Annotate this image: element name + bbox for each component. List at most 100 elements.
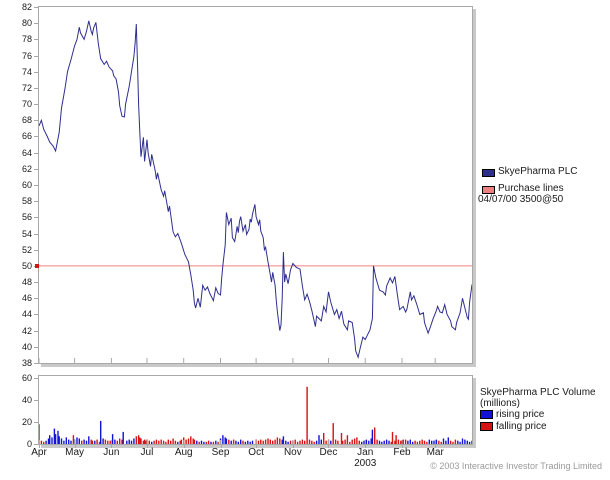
volume-bar (466, 440, 468, 444)
volume-bar (330, 440, 332, 444)
volume-bar (170, 440, 172, 444)
volume-bar (235, 440, 237, 444)
volume-bar (370, 438, 372, 444)
volume-bar (457, 440, 459, 444)
volume-bar (217, 441, 219, 444)
y-axis-tick (34, 120, 38, 122)
volume-bar (251, 440, 254, 444)
volume-bar (381, 441, 383, 444)
volume-bar (126, 440, 128, 444)
y-axis-tick-label: 80 (21, 18, 32, 29)
volume-bar (78, 438, 80, 444)
volume-bar (119, 438, 121, 444)
volume-bar (90, 439, 92, 444)
volume-bar (301, 439, 304, 444)
volume-bar (299, 440, 301, 444)
x-axis-tick-stub (435, 445, 437, 448)
volume-bar (285, 440, 287, 444)
volume-bar (351, 439, 353, 444)
volume-bar (172, 438, 174, 444)
x-axis-tick-stub (220, 445, 222, 448)
y-axis-tick-label: 68 (21, 115, 32, 126)
x-axis-tick-stub (256, 445, 258, 448)
y-axis-tick (34, 55, 38, 57)
volume-bar (353, 438, 356, 444)
y-axis-tick (34, 233, 38, 235)
volume-bar (83, 439, 85, 444)
price-chart-plot (39, 20, 472, 363)
volume-bar (187, 438, 190, 444)
volume-bar (88, 436, 90, 444)
x-axis-tick-stub (402, 445, 403, 448)
month-label: Jun (103, 447, 120, 458)
month-label: Apr (31, 447, 47, 458)
volume-bar (323, 433, 325, 444)
y-axis-tick (34, 422, 38, 423)
y-axis-tick-label: 66 (21, 131, 32, 142)
volume-bar (215, 440, 217, 444)
volume-bar (145, 440, 147, 444)
volume-bar (442, 438, 445, 444)
volume-bar (196, 440, 198, 444)
volume-bar (385, 439, 388, 444)
volume-bar (232, 439, 235, 444)
x-axis-tick-stub (183, 445, 185, 448)
month-label: Nov (283, 447, 302, 458)
price-line (39, 20, 472, 360)
volume-bar (378, 440, 381, 444)
y-axis-tick (34, 314, 38, 316)
volume-bar (237, 441, 239, 444)
volume-bar (91, 440, 94, 444)
volume-bar (244, 441, 247, 444)
y-axis-tick (34, 7, 38, 8)
y-axis-tick (34, 298, 38, 300)
volume-bar (230, 440, 232, 444)
y-axis-tick (34, 217, 38, 219)
falling-price-legend-swatch (480, 422, 493, 431)
volume-bar (210, 441, 212, 444)
volume-bar (45, 440, 47, 444)
y-axis-tick (34, 39, 38, 41)
volume-bar (177, 441, 179, 444)
y-axis-tick-label: 58 (21, 196, 32, 207)
volume-bar (361, 441, 363, 444)
volume-bar (346, 435, 349, 444)
volume-bar (81, 440, 83, 444)
volume-bar (165, 441, 167, 444)
volume-bar (365, 439, 368, 444)
volume-bar (269, 439, 271, 444)
volume-bar (374, 427, 376, 444)
y-axis-tick (34, 71, 38, 73)
volume-bar (160, 439, 162, 444)
volume-bar (454, 439, 457, 444)
y-axis-tick-label: 38 (21, 358, 32, 368)
volume-bar (371, 429, 374, 444)
volume-bar (428, 439, 430, 444)
volume-bar (409, 439, 411, 444)
volume-bar (242, 440, 244, 444)
volume-bar (222, 435, 224, 444)
volume-bar (190, 436, 192, 444)
volume-bar (100, 420, 102, 444)
y-axis-tick (34, 330, 38, 332)
volume-bar (281, 439, 283, 444)
volume-bar (111, 434, 114, 444)
volume-bar (416, 441, 419, 444)
volume-bar (240, 439, 242, 444)
volume-bar (109, 440, 111, 444)
volume-bar (121, 439, 123, 444)
volume-bar (122, 431, 124, 444)
y-axis-tick-label: 42 (21, 325, 32, 336)
volume-bar (464, 439, 466, 444)
volume-bar (449, 440, 452, 444)
volume-bar (294, 439, 296, 444)
volume-bar (224, 437, 226, 444)
month-label: Oct (248, 447, 264, 458)
volume-bar (402, 439, 404, 444)
price-chart-panel (38, 6, 473, 364)
volume-bar (440, 441, 442, 444)
volume-bar (68, 439, 70, 444)
volume-bar (363, 440, 365, 444)
volume-bar (148, 440, 150, 444)
volume-bar (130, 440, 133, 444)
